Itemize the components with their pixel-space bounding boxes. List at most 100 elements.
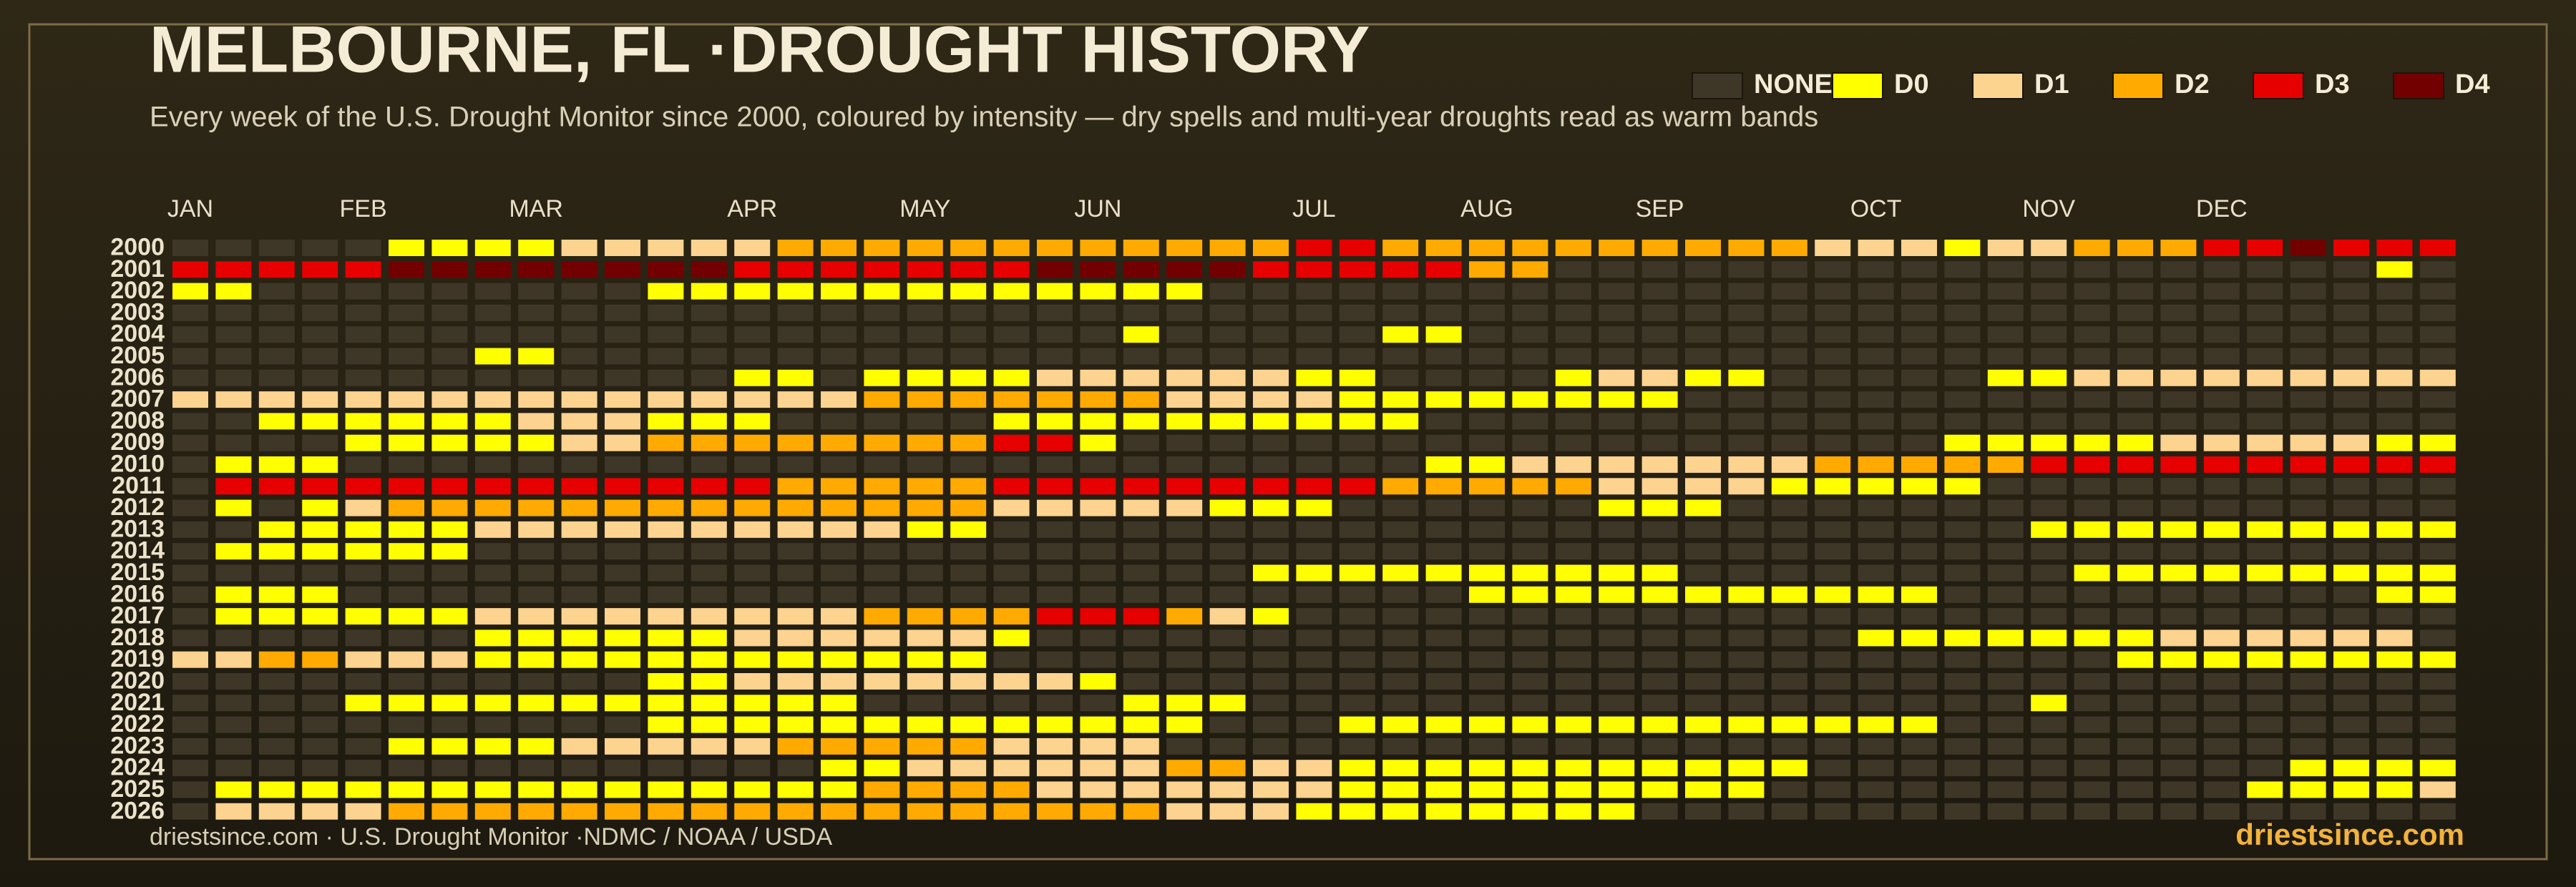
week-cell (345, 499, 381, 516)
week-cell (950, 651, 987, 668)
week-cell (561, 413, 597, 430)
week-cell (2290, 716, 2326, 733)
week-cell (1771, 326, 1807, 343)
week-cell (431, 803, 468, 820)
week-cell (2376, 391, 2413, 408)
week-cell (864, 391, 900, 408)
week-cell (1555, 673, 1591, 690)
week-cell (648, 326, 684, 343)
week-cell (1209, 456, 1246, 473)
week-cell (215, 586, 252, 603)
week-cell (518, 629, 555, 647)
week-cell (1815, 781, 1851, 798)
week-cell (605, 629, 640, 647)
week-cell (302, 673, 338, 690)
week-cell (2376, 369, 2413, 386)
week-cell (518, 456, 555, 473)
week-cell (258, 564, 295, 582)
week-cell (777, 348, 814, 365)
week-cell (2333, 716, 2369, 733)
week-cell (1253, 326, 1289, 343)
week-cell (2290, 695, 2326, 712)
week-cell (2117, 240, 2153, 256)
week-cell (1944, 803, 1981, 820)
week-cell (172, 586, 208, 603)
week-cell (2419, 304, 2456, 321)
week-cell (2117, 369, 2153, 386)
week-cell (1080, 651, 1116, 668)
week-cell (1944, 434, 1981, 451)
week-cell (648, 521, 684, 538)
week-cell (1685, 586, 1721, 603)
week-cell (1080, 564, 1116, 582)
week-cell (1555, 564, 1591, 582)
week-cell (1253, 543, 1289, 560)
week-cell (1641, 564, 1678, 582)
week-cell (1512, 716, 1548, 733)
week-cell (1339, 629, 1375, 647)
week-cell (1728, 456, 1765, 473)
week-cell (258, 434, 295, 451)
week-cell (864, 651, 900, 668)
week-cell (1987, 716, 2024, 733)
week-cell (1296, 781, 1332, 798)
week-cell (2203, 543, 2240, 560)
week-cell (1815, 521, 1851, 538)
week-cell (561, 478, 597, 495)
week-cell (648, 391, 684, 408)
week-cell (1599, 456, 1635, 473)
week-cell (907, 456, 943, 473)
week-cell (2376, 673, 2413, 690)
week-cell (1166, 326, 1203, 343)
week-cell (518, 781, 555, 798)
week-cell (1858, 673, 1894, 690)
week-cell (2203, 434, 2240, 451)
week-cell (1512, 673, 1548, 690)
week-cell (950, 391, 987, 408)
week-cell (1209, 369, 1246, 386)
week-cell (1685, 348, 1721, 365)
week-cell (2376, 240, 2413, 256)
week-cell (2074, 673, 2110, 690)
week-cell (648, 564, 684, 582)
week-cell (2247, 456, 2283, 473)
week-cell (1512, 543, 1548, 560)
week-cell (691, 629, 727, 647)
week-cell (734, 499, 771, 516)
week-cell (2117, 391, 2153, 408)
year-label: 2017 (110, 602, 165, 629)
month-label: JUN (1074, 195, 1121, 222)
week-cell (474, 651, 511, 668)
legend: NONE D0 D1 D2 D3 D4 (1692, 69, 2490, 99)
week-cell (302, 651, 338, 668)
week-cell (1339, 261, 1375, 278)
week-cell (2160, 391, 2197, 408)
week-cell (1728, 283, 1765, 300)
week-cell (691, 737, 727, 755)
week-cell (345, 651, 381, 668)
week-cell (258, 586, 295, 603)
week-cell (2376, 543, 2413, 560)
week-cell (1901, 543, 1937, 560)
week-cell (561, 348, 597, 365)
week-cell (2074, 326, 2110, 343)
week-cell (302, 240, 338, 256)
week-cell (1815, 586, 1851, 603)
week-cell (1944, 283, 1981, 300)
week-cell (777, 413, 814, 430)
week-cell (1685, 781, 1721, 798)
week-cell (2031, 586, 2067, 603)
week-cell (215, 369, 252, 386)
week-cell (1469, 716, 1505, 733)
week-cell (345, 391, 381, 408)
week-cell (1685, 283, 1721, 300)
week-cell (1339, 803, 1375, 820)
week-cell (1209, 608, 1246, 625)
week-cell (1166, 391, 1203, 408)
week-cell (734, 608, 771, 625)
week-cell (1037, 283, 1073, 300)
week-cell (1080, 499, 1116, 516)
week-cell (1469, 326, 1505, 343)
week-cell (1253, 304, 1289, 321)
week-cell (2074, 737, 2110, 755)
